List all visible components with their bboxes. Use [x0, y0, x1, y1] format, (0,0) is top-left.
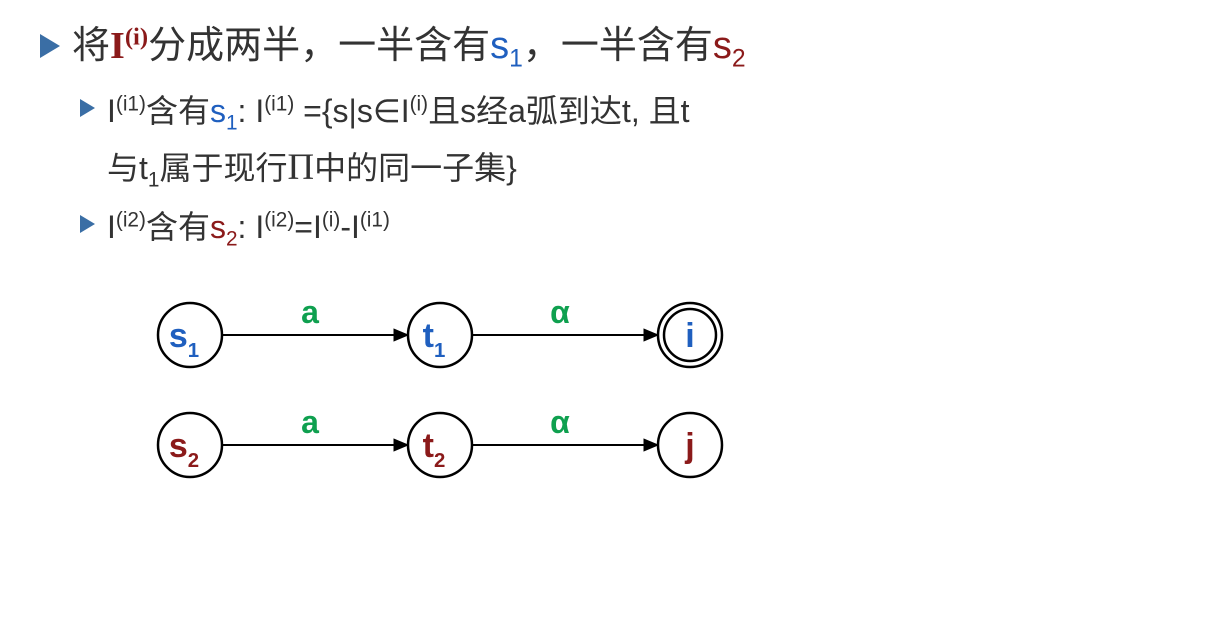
node-label-i: i [685, 317, 694, 355]
text: ，一半含有 [523, 25, 713, 67]
I-i2: I(i2) [255, 209, 294, 245]
bullet-triangle-icon [80, 99, 95, 117]
edge-label: a [301, 294, 319, 330]
sub-bullet-2: I(i2)含有s2: I(i2)=I(i)-I(i1) [80, 203, 1174, 255]
s1: s1 [210, 93, 238, 129]
I-i1: I(i1) [351, 209, 390, 245]
s2-symbol: s2 [713, 25, 746, 67]
edge-label: a [301, 404, 319, 440]
text: 将 [72, 25, 110, 67]
I-i1: I(i1) [255, 93, 294, 129]
diagram-svg: aαaαs1t1is2t2j [120, 285, 770, 495]
edge-label: α [550, 404, 570, 440]
bullet-triangle-icon [40, 34, 60, 58]
I-i: I(i) [313, 209, 340, 245]
s2: s2 [210, 209, 238, 245]
state-diagram: aαaαs1t1is2t2j [120, 285, 1174, 500]
I-i1: I(i1) [107, 93, 146, 129]
edge-label: α [550, 294, 570, 330]
I-i2: I(i2) [107, 209, 146, 245]
I-i: I(i) [401, 93, 428, 129]
main-bullet: 将I(i)分成两半，一半含有s1，一半含有s2 [40, 20, 1174, 77]
node-label-j: j [684, 427, 694, 465]
bullet-triangle-icon [80, 215, 95, 233]
sub2-text: I(i2)含有s2: I(i2)=I(i)-I(i1) [107, 203, 390, 255]
main-line-text: 将I(i)分成两半，一半含有s1，一半含有s2 [72, 20, 746, 77]
text: 分成两半，一半含有 [148, 25, 490, 67]
sub1-text: I(i1)含有s1: I(i1) ={s|s∈I(i)且s经a弧到达t, 且t … [107, 87, 690, 195]
sub-bullet-1: I(i1)含有s1: I(i1) ={s|s∈I(i)且s经a弧到达t, 且t … [80, 87, 1174, 195]
I-symbol: I(i) [110, 25, 148, 67]
t1: t1 [139, 150, 159, 186]
s1-symbol: s1 [490, 25, 523, 67]
